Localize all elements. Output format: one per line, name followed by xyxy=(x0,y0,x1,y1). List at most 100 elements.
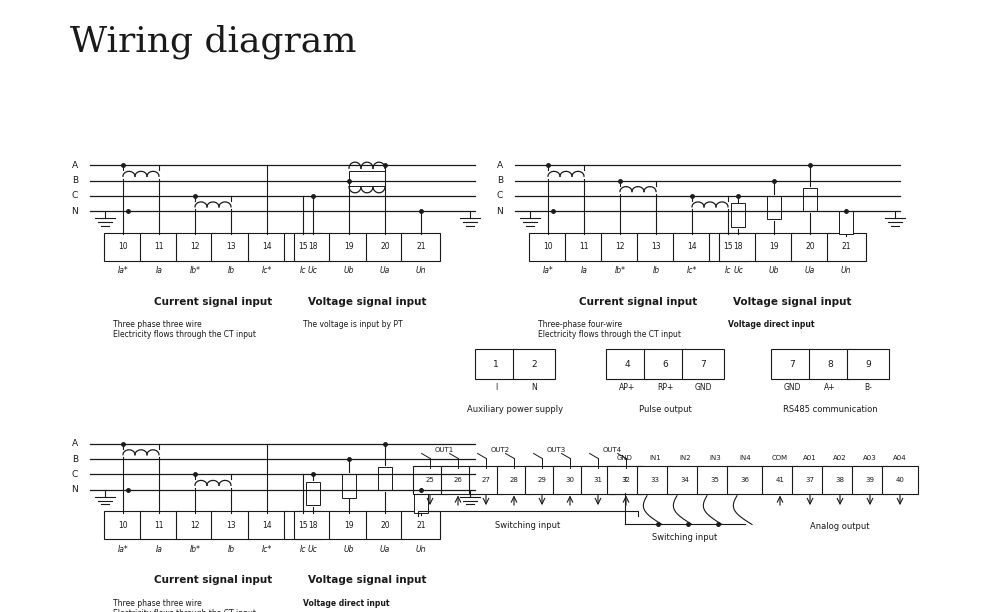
Bar xyxy=(414,490,428,513)
Text: Uc: Uc xyxy=(733,266,743,275)
Text: 10: 10 xyxy=(118,242,128,251)
Text: Uc: Uc xyxy=(308,266,318,275)
Text: 20: 20 xyxy=(380,242,390,251)
Text: Auxiliary power supply: Auxiliary power supply xyxy=(467,405,563,414)
Text: Ic*: Ic* xyxy=(687,266,697,275)
Text: B-: B- xyxy=(864,383,872,392)
Text: 20: 20 xyxy=(380,521,390,529)
Text: 12: 12 xyxy=(190,242,200,251)
FancyBboxPatch shape xyxy=(790,233,830,261)
Text: 19: 19 xyxy=(344,521,354,529)
Bar xyxy=(839,211,853,234)
Text: IN4: IN4 xyxy=(739,455,751,461)
Text: Ic*: Ic* xyxy=(262,545,272,554)
Text: 35: 35 xyxy=(711,477,719,483)
Text: IN2: IN2 xyxy=(679,455,691,461)
Text: 39: 39 xyxy=(866,477,874,483)
Text: Switching input: Switching input xyxy=(652,533,718,542)
Text: N: N xyxy=(71,207,78,215)
Text: N: N xyxy=(71,485,78,494)
FancyBboxPatch shape xyxy=(513,349,555,379)
Text: Un: Un xyxy=(841,266,851,275)
Text: 29: 29 xyxy=(538,477,546,483)
Text: B: B xyxy=(72,455,78,463)
Text: 7: 7 xyxy=(623,477,627,483)
Text: RP+: RP+ xyxy=(657,383,673,392)
Text: 7: 7 xyxy=(789,360,795,368)
Text: 8: 8 xyxy=(827,360,833,368)
Text: Current signal input: Current signal input xyxy=(154,575,272,585)
FancyBboxPatch shape xyxy=(497,466,531,494)
Text: 21: 21 xyxy=(416,521,426,529)
Text: 26: 26 xyxy=(454,477,462,483)
Text: OUT3: OUT3 xyxy=(546,447,566,453)
Text: 4: 4 xyxy=(624,360,630,368)
Text: 30: 30 xyxy=(566,477,575,483)
FancyBboxPatch shape xyxy=(826,233,866,261)
Text: N: N xyxy=(496,207,503,215)
FancyBboxPatch shape xyxy=(755,233,794,261)
FancyBboxPatch shape xyxy=(609,466,643,494)
FancyBboxPatch shape xyxy=(637,466,673,494)
FancyBboxPatch shape xyxy=(682,349,724,379)
Text: Uc: Uc xyxy=(308,545,318,554)
FancyBboxPatch shape xyxy=(140,511,179,539)
Text: 2: 2 xyxy=(531,360,537,368)
Text: 10: 10 xyxy=(118,521,128,529)
Text: 40: 40 xyxy=(896,477,904,483)
Text: AP+: AP+ xyxy=(619,383,635,392)
FancyBboxPatch shape xyxy=(176,511,214,539)
Text: Ua: Ua xyxy=(805,266,815,275)
Text: Three-phase four-wire
Electricity flows through the CT input: Three-phase four-wire Electricity flows … xyxy=(538,320,681,340)
Text: 37: 37 xyxy=(806,477,814,483)
Text: 20: 20 xyxy=(805,242,815,251)
Text: 32: 32 xyxy=(622,477,630,483)
Text: 28: 28 xyxy=(510,477,518,483)
Text: 15: 15 xyxy=(298,521,308,529)
FancyBboxPatch shape xyxy=(792,466,828,494)
FancyBboxPatch shape xyxy=(366,511,404,539)
Text: 12: 12 xyxy=(190,521,200,529)
Text: Ib*: Ib* xyxy=(190,266,200,275)
Text: Voltage signal input: Voltage signal input xyxy=(308,297,426,307)
Text: Ib*: Ib* xyxy=(614,266,626,275)
FancyBboxPatch shape xyxy=(822,466,858,494)
Text: A01: A01 xyxy=(803,455,817,461)
Text: 36: 36 xyxy=(741,477,750,483)
Text: 33: 33 xyxy=(651,477,660,483)
Text: Un: Un xyxy=(416,545,426,554)
Bar xyxy=(306,482,320,506)
FancyBboxPatch shape xyxy=(565,233,604,261)
FancyBboxPatch shape xyxy=(600,233,640,261)
Text: A02: A02 xyxy=(833,455,847,461)
Text: A: A xyxy=(72,439,78,448)
FancyBboxPatch shape xyxy=(140,233,179,261)
Text: 27: 27 xyxy=(482,477,490,483)
FancyBboxPatch shape xyxy=(718,233,758,261)
Text: A: A xyxy=(497,161,503,170)
FancyBboxPatch shape xyxy=(708,233,748,261)
Text: A: A xyxy=(72,161,78,170)
Text: 9: 9 xyxy=(865,360,871,368)
Text: Ib*: Ib* xyxy=(190,545,200,554)
Text: C: C xyxy=(72,470,78,479)
FancyBboxPatch shape xyxy=(882,466,918,494)
FancyBboxPatch shape xyxy=(248,233,287,261)
FancyBboxPatch shape xyxy=(294,511,332,539)
FancyBboxPatch shape xyxy=(607,466,643,494)
FancyBboxPatch shape xyxy=(606,349,648,379)
Text: 1: 1 xyxy=(493,360,499,368)
Text: Three phase three wire
Electricity flows through the CT input: Three phase three wire Electricity flows… xyxy=(113,320,256,340)
FancyBboxPatch shape xyxy=(104,233,143,261)
Text: A04: A04 xyxy=(893,455,907,461)
FancyBboxPatch shape xyxy=(847,349,889,379)
Text: GND: GND xyxy=(617,455,633,461)
Text: Ia: Ia xyxy=(156,266,162,275)
Text: 13: 13 xyxy=(651,242,661,251)
Text: Current signal input: Current signal input xyxy=(154,297,272,307)
Bar xyxy=(342,474,356,498)
Text: Ib: Ib xyxy=(227,545,235,554)
Text: 21: 21 xyxy=(841,242,851,251)
Text: 18: 18 xyxy=(308,242,318,251)
Text: 11: 11 xyxy=(579,242,589,251)
